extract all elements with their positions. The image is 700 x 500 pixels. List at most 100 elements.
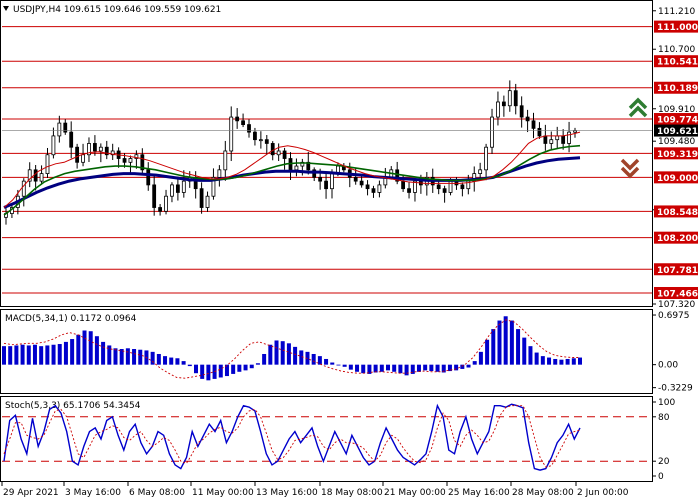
- macd-title: MACD(5,34,1) 0.1172 0.0964: [5, 314, 137, 324]
- triangle-down-icon: [3, 6, 9, 11]
- candle-body: [128, 158, 133, 163]
- macd-histogram-bar: [119, 349, 124, 365]
- macd-histogram-bar: [45, 345, 50, 365]
- candle-body: [98, 146, 103, 152]
- candle-body: [241, 120, 245, 126]
- level-label: 109.774: [657, 116, 698, 126]
- macd-histogram-bar: [379, 364, 384, 372]
- macd-histogram-bar: [194, 364, 198, 374]
- candle-body: [63, 122, 68, 133]
- candle-body: [359, 180, 364, 186]
- x-tick-label: 2 Jun 00:00: [577, 488, 629, 498]
- macd-histogram-bar: [522, 337, 527, 365]
- macd-histogram-bar: [553, 358, 558, 365]
- candle-body: [152, 184, 157, 208]
- macd-y-tick-label: 0.00: [658, 361, 678, 371]
- x-tick-label: 6 May 08:00: [129, 488, 185, 498]
- macd-histogram-bar: [2, 346, 6, 365]
- macd-histogram-bar: [534, 352, 539, 365]
- macd-histogram-bar: [299, 350, 304, 365]
- stoch-y-tick-label: 100: [658, 398, 675, 408]
- macd-histogram-bar: [497, 320, 502, 365]
- candle-body: [258, 139, 263, 142]
- macd-histogram-bar: [540, 356, 545, 365]
- macd-histogram-bar: [26, 345, 31, 365]
- candle-body: [543, 135, 548, 144]
- macd-histogram-bar: [51, 344, 56, 365]
- candle-body: [57, 122, 62, 137]
- macd-histogram-bar: [268, 344, 273, 365]
- macd-histogram-bar: [491, 329, 496, 365]
- macd-histogram-bar: [509, 320, 514, 365]
- level-label: 111.000: [657, 23, 698, 33]
- macd-histogram-bar: [392, 364, 397, 372]
- candle-body: [324, 180, 328, 190]
- macd-layer: 0.6975 0.00 -0.3229: [2, 311, 693, 394]
- candle-body: [377, 184, 382, 193]
- level-label-box: [654, 147, 698, 160]
- macd-histogram-bar: [355, 364, 360, 372]
- level-label-box: [654, 55, 698, 68]
- macd-histogram-bar: [8, 346, 13, 365]
- candle-body: [270, 143, 275, 156]
- candle-body: [75, 146, 80, 163]
- ma-fast-line: [3, 131, 581, 208]
- level-label: 110.541: [657, 58, 698, 68]
- macd-histogram-bar: [20, 344, 25, 365]
- macd-histogram-bar: [200, 364, 205, 379]
- stoch-k-line: [3, 403, 581, 471]
- candle-body: [104, 146, 109, 156]
- level-labels: 111.000 110.541 110.189 109.774 109.319 109.0…: [2, 20, 698, 299]
- macd-histogram-bar: [317, 356, 322, 365]
- macd-histogram-bar: [249, 364, 254, 369]
- candle-body: [507, 90, 512, 107]
- stoch-y-tick-label: 20: [658, 457, 670, 467]
- candle-body: [122, 158, 127, 163]
- candle-body: [51, 135, 56, 156]
- candle-body: [158, 207, 163, 212]
- macd-histogram-bar: [101, 341, 106, 365]
- candle-body: [170, 184, 174, 197]
- macd-histogram-bar: [94, 336, 99, 365]
- candle-body: [199, 188, 204, 208]
- macd-histogram-bar: [231, 364, 236, 374]
- macd-histogram-bar: [206, 364, 211, 381]
- candle-body: [253, 131, 257, 141]
- candle-body: [87, 143, 91, 156]
- stoch-d-line: [3, 405, 581, 468]
- macd-histogram-bar: [460, 364, 465, 369]
- candle-body: [531, 120, 536, 129]
- macd-histogram-bar: [485, 339, 490, 365]
- stoch-panel-frame: [0, 396, 653, 482]
- macd-histogram-bar: [311, 353, 316, 365]
- macd-histogram-bar: [293, 346, 298, 365]
- candle-body: [318, 176, 323, 182]
- ma-layer: [3, 131, 581, 216]
- macd-histogram-bar: [14, 345, 19, 365]
- level-label-box: [654, 113, 698, 126]
- candle-body: [45, 154, 50, 174]
- candle-body: [549, 139, 554, 144]
- stoch-y-tick-label: 80: [658, 413, 670, 423]
- candle-body: [93, 143, 97, 152]
- macd-histogram-bar: [361, 364, 366, 374]
- x-tick-label: 29 Apr 2021: [3, 488, 59, 498]
- candle-body: [264, 139, 269, 144]
- macd-histogram-bar: [336, 364, 341, 366]
- macd-histogram-bar: [342, 364, 347, 367]
- macd-histogram-bar: [373, 364, 378, 373]
- macd-histogram-bar: [57, 344, 62, 365]
- macd-histogram-bar: [255, 363, 260, 365]
- macd-histogram-bar: [423, 364, 428, 371]
- level-label: 107.466: [657, 289, 698, 299]
- level-label: 108.548: [657, 208, 698, 218]
- candle-body: [175, 184, 180, 193]
- level-label-box: [654, 81, 698, 94]
- level-label-box: [654, 20, 698, 33]
- macd-histogram-bar: [503, 316, 508, 365]
- current-price-label: 109.621: [657, 127, 698, 137]
- level-label: 109.000: [657, 174, 698, 184]
- candle-body: [164, 195, 168, 212]
- macd-histogram-bar: [88, 331, 93, 365]
